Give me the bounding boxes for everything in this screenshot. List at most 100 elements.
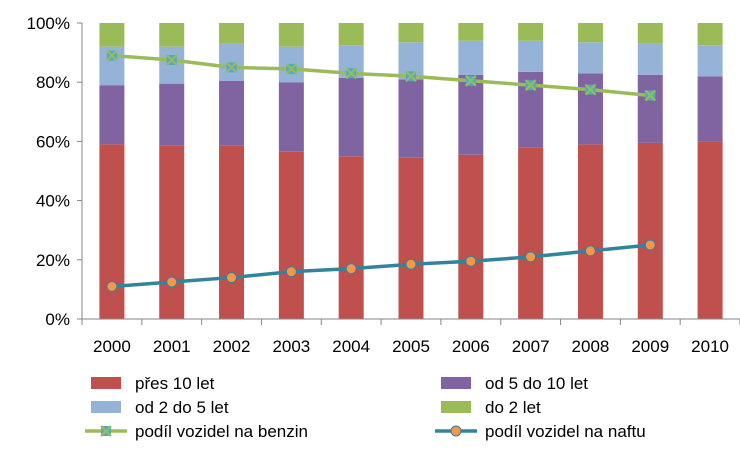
line-0-point-6 — [465, 74, 477, 87]
bar-2000-series-0 — [99, 144, 125, 319]
x-tick-label: 2002 — [213, 337, 251, 356]
line-series-1 — [111, 243, 651, 289]
bar-2007-series-0 — [518, 147, 544, 319]
x-tick-label: 2009 — [631, 337, 669, 356]
x-tick-label: 2001 — [153, 337, 191, 356]
x-tick-label: 2000 — [93, 337, 131, 356]
line-1-point-4 — [345, 263, 357, 275]
legend-marker — [100, 425, 112, 437]
bar-2010-series-3 — [697, 23, 723, 46]
legend-label: do 2 let — [485, 398, 541, 417]
bar-2005-series-0 — [398, 157, 424, 319]
y-tick-label: 0% — [45, 310, 70, 329]
legend-label: podíl vozidel na benzin — [135, 422, 308, 441]
line-0-point-3 — [285, 63, 298, 75]
legend-item-2: od 2 do 5 let — [91, 398, 229, 417]
bar-2005-series-1 — [398, 79, 424, 158]
bar-2009-series-3 — [637, 23, 663, 44]
bar-2007-series-3 — [518, 23, 544, 41]
bar-2009-series-2 — [637, 43, 663, 75]
line-0-point-4-cross — [345, 67, 357, 80]
line-series-0 — [111, 53, 651, 98]
y-tick-label: 100% — [27, 14, 70, 33]
bar-2008-series-0 — [577, 144, 603, 319]
y-tick-label: 60% — [36, 132, 70, 151]
line-1-point-8 — [584, 245, 596, 257]
line-0-point-3-cross — [285, 63, 298, 75]
axes: 0% 20% 40% 60% 80% 100% 2000 2001 2002 2003 2004 20… — [27, 14, 740, 356]
x-tick-label: 2007 — [512, 337, 550, 356]
bar-2006-series-2 — [458, 40, 484, 75]
bar-2003-series-1 — [278, 82, 304, 152]
legend-marker — [450, 425, 462, 437]
bar-2003-series-3 — [278, 23, 304, 47]
bar-2008-series-1 — [577, 73, 603, 145]
y-tick-label: 40% — [36, 192, 70, 211]
y-tick-label: 20% — [36, 251, 70, 270]
line-0-point-2-cross — [225, 61, 238, 74]
legend-marker-cross — [100, 425, 112, 437]
x-tick-label: 2006 — [452, 337, 490, 356]
line-1-point-7 — [525, 251, 537, 263]
bar-2000-series-3 — [99, 23, 125, 47]
line-0-point-9 — [644, 89, 657, 102]
legend-item-5: podíl vozidel na naftu — [435, 422, 646, 441]
bar-2001-series-3 — [159, 23, 185, 47]
legend-label: od 2 do 5 let — [135, 398, 229, 417]
line-0-point-5 — [405, 70, 417, 83]
line-1-point-0 — [106, 280, 118, 292]
bar-2006-series-1 — [458, 74, 484, 155]
line-0-point-5-cross — [405, 70, 417, 83]
line-1-point-6 — [465, 255, 477, 267]
line-0-point-4 — [345, 67, 357, 80]
line-0-point-6-cross — [465, 74, 477, 87]
legend-swatch — [441, 401, 471, 413]
line-0-point-8 — [584, 83, 597, 96]
bar-2001-series-0 — [159, 145, 185, 319]
bar-2004-series-3 — [338, 23, 364, 46]
legend-swatch — [441, 377, 471, 389]
line-0-point-0-cross — [106, 49, 118, 62]
line-0-point-1 — [165, 54, 178, 66]
bar-2010-series-2 — [697, 45, 723, 77]
x-tick-label: 2010 — [691, 337, 729, 356]
x-tick-label: 2003 — [272, 337, 310, 356]
line-0-point-2 — [225, 61, 238, 74]
x-tick-label: 2008 — [572, 337, 610, 356]
line-0-point-9-cross — [644, 89, 657, 102]
line-1-point-2 — [226, 272, 238, 284]
bar-2002-series-3 — [219, 23, 245, 44]
legend-swatch — [91, 377, 121, 389]
line-0-point-7-cross — [524, 79, 537, 91]
line-1-point-1 — [166, 276, 178, 288]
y-tick-label: 80% — [36, 73, 70, 92]
bar-2002-series-0 — [219, 145, 245, 319]
bar-2000-series-1 — [99, 85, 125, 145]
bar-2006-series-0 — [458, 154, 484, 319]
bar-2003-series-0 — [278, 151, 304, 319]
plot-area — [99, 23, 723, 319]
line-1-point-5 — [405, 258, 417, 270]
legend-swatch — [91, 401, 121, 413]
x-tick-label: 2004 — [332, 337, 370, 356]
bar-2008-series-2 — [577, 42, 603, 74]
bar-2007-series-2 — [518, 40, 544, 72]
bar-2006-series-3 — [458, 23, 484, 41]
legend-item-4: podíl vozidel na benzin — [85, 422, 308, 441]
bar-2004-series-1 — [338, 77, 364, 157]
bar-2002-series-1 — [219, 80, 245, 146]
bar-2008-series-3 — [577, 23, 603, 43]
line-0-point-1-cross — [165, 54, 178, 66]
bar-2010-series-0 — [697, 141, 723, 319]
legend-item-0: přes 10 let — [91, 374, 215, 393]
bar-2004-series-0 — [338, 156, 364, 319]
x-tick-label: 2005 — [392, 337, 430, 356]
legend-item-3: do 2 let — [441, 398, 541, 417]
bar-2005-series-3 — [398, 23, 424, 43]
bar-2009-series-1 — [637, 74, 663, 143]
legend-item-1: od 5 do 10 let — [441, 374, 588, 393]
legend-label: přes 10 let — [135, 374, 215, 393]
line-0-point-8-cross — [584, 83, 597, 96]
line-0-point-0 — [106, 49, 118, 62]
